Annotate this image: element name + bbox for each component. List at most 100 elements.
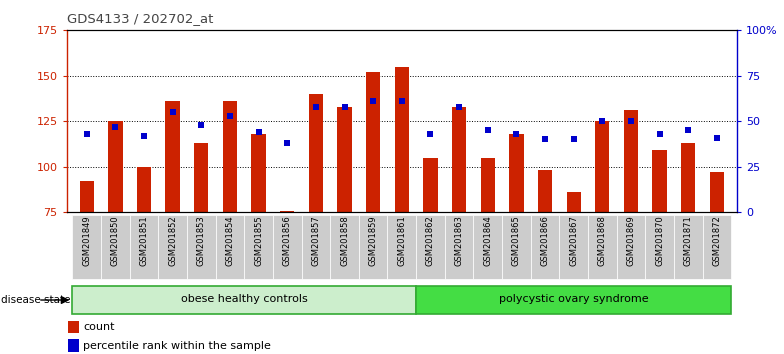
Text: GSM201871: GSM201871 xyxy=(684,215,693,266)
Bar xyxy=(273,215,302,279)
Text: GSM201869: GSM201869 xyxy=(626,215,636,266)
Point xyxy=(338,104,350,109)
Bar xyxy=(165,101,180,212)
Point xyxy=(195,122,208,128)
Bar xyxy=(394,67,409,212)
Point xyxy=(568,137,580,142)
Text: GSM201850: GSM201850 xyxy=(111,215,120,266)
Bar xyxy=(359,215,387,279)
Bar xyxy=(68,321,78,333)
Text: GSM201849: GSM201849 xyxy=(82,215,91,266)
Bar xyxy=(681,143,695,212)
Text: GSM201859: GSM201859 xyxy=(368,215,378,266)
Text: GSM201852: GSM201852 xyxy=(168,215,177,266)
Bar xyxy=(702,215,731,279)
Text: GSM201863: GSM201863 xyxy=(455,215,463,266)
Point xyxy=(653,131,666,137)
Bar xyxy=(245,215,273,279)
Bar xyxy=(194,143,209,212)
Bar xyxy=(652,150,666,212)
Text: GSM201851: GSM201851 xyxy=(140,215,148,266)
Point xyxy=(109,124,122,130)
Bar xyxy=(416,215,445,279)
Bar xyxy=(481,158,495,212)
Bar xyxy=(416,286,731,314)
Text: GSM201855: GSM201855 xyxy=(254,215,263,266)
Point xyxy=(395,98,408,104)
Bar xyxy=(187,215,216,279)
Bar xyxy=(337,107,352,212)
Text: GDS4133 / 202702_at: GDS4133 / 202702_at xyxy=(67,12,213,25)
Bar xyxy=(624,110,638,212)
Bar xyxy=(674,215,702,279)
Bar xyxy=(280,211,294,212)
Text: GSM201854: GSM201854 xyxy=(226,215,234,266)
Text: GSM201857: GSM201857 xyxy=(311,215,321,266)
Point xyxy=(710,135,723,141)
Bar xyxy=(330,215,359,279)
Bar xyxy=(79,181,94,212)
Bar xyxy=(510,134,524,212)
Bar xyxy=(129,215,158,279)
Text: GSM201867: GSM201867 xyxy=(569,215,578,266)
Bar xyxy=(423,158,437,212)
Text: obese healthy controls: obese healthy controls xyxy=(181,295,307,304)
Point xyxy=(166,109,179,115)
Text: GSM201861: GSM201861 xyxy=(397,215,406,266)
Text: disease state: disease state xyxy=(1,295,71,305)
Bar xyxy=(68,339,78,352)
Point xyxy=(367,98,379,104)
Text: GSM201865: GSM201865 xyxy=(512,215,521,266)
Bar xyxy=(101,215,129,279)
Text: GSM201858: GSM201858 xyxy=(340,215,349,266)
Text: polycystic ovary syndrome: polycystic ovary syndrome xyxy=(499,295,648,304)
Bar xyxy=(387,215,416,279)
Text: GSM201868: GSM201868 xyxy=(598,215,607,266)
Bar xyxy=(559,215,588,279)
Point xyxy=(596,118,608,124)
Point xyxy=(310,104,322,109)
Bar xyxy=(502,215,531,279)
Bar xyxy=(252,134,266,212)
Bar xyxy=(366,72,380,212)
Bar xyxy=(158,215,187,279)
Bar xyxy=(567,192,581,212)
Bar xyxy=(710,172,724,212)
Bar xyxy=(216,215,245,279)
Point xyxy=(138,133,151,139)
Point xyxy=(453,104,466,109)
Bar xyxy=(302,215,330,279)
Bar xyxy=(474,215,502,279)
Text: GSM201853: GSM201853 xyxy=(197,215,205,266)
Bar xyxy=(538,171,552,212)
Bar xyxy=(617,215,645,279)
Bar xyxy=(309,94,323,212)
Bar xyxy=(223,101,237,212)
Text: GSM201864: GSM201864 xyxy=(483,215,492,266)
Bar xyxy=(452,107,466,212)
Point xyxy=(682,127,695,133)
Point xyxy=(481,127,494,133)
Point xyxy=(81,131,93,137)
Point xyxy=(625,118,637,124)
Point xyxy=(281,140,293,146)
Bar xyxy=(72,215,101,279)
Bar xyxy=(531,215,559,279)
Bar xyxy=(588,215,617,279)
Point xyxy=(539,137,551,142)
Text: GSM201872: GSM201872 xyxy=(713,215,721,266)
Text: GSM201856: GSM201856 xyxy=(283,215,292,266)
Text: GSM201862: GSM201862 xyxy=(426,215,435,266)
Point xyxy=(252,129,265,135)
Point xyxy=(510,131,523,137)
Bar xyxy=(137,167,151,212)
Text: GSM201866: GSM201866 xyxy=(540,215,550,266)
Point xyxy=(424,131,437,137)
Text: count: count xyxy=(83,322,114,332)
Text: percentile rank within the sample: percentile rank within the sample xyxy=(83,341,271,351)
Bar xyxy=(645,215,674,279)
Bar xyxy=(72,286,416,314)
Bar xyxy=(108,121,122,212)
Bar xyxy=(595,121,609,212)
Point xyxy=(223,113,236,119)
